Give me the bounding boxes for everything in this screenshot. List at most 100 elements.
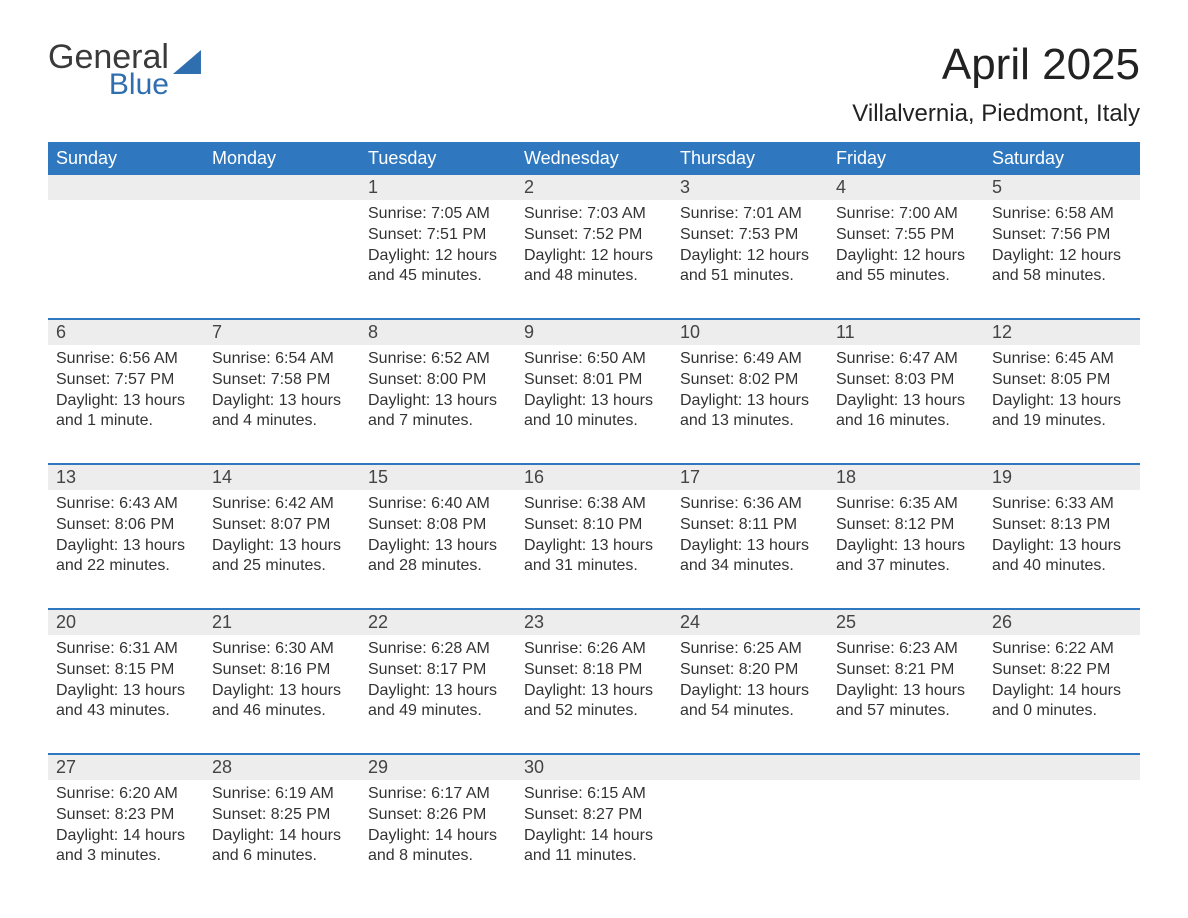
weekday-header: Sunday Monday Tuesday Wednesday Thursday… (48, 142, 1140, 175)
day-cell: Sunrise: 6:38 AMSunset: 8:10 PMDaylight:… (516, 490, 672, 590)
day-line: Sunset: 7:58 PM (212, 370, 352, 391)
day-number: 17 (672, 465, 828, 490)
logo-text: General Blue (48, 40, 169, 100)
day-number: 18 (828, 465, 984, 490)
day-number: 8 (360, 320, 516, 345)
day-line: Daylight: 13 hours and 37 minutes. (836, 536, 976, 578)
week-row: Sunrise: 6:43 AMSunset: 8:06 PMDaylight:… (48, 490, 1140, 590)
day-cell: Sunrise: 6:17 AMSunset: 8:26 PMDaylight:… (360, 780, 516, 880)
day-line: Daylight: 13 hours and 57 minutes. (836, 681, 976, 723)
day-line: Sunset: 7:56 PM (992, 225, 1132, 246)
day-cell: Sunrise: 6:23 AMSunset: 8:21 PMDaylight:… (828, 635, 984, 735)
calendar: Sunday Monday Tuesday Wednesday Thursday… (48, 142, 1140, 880)
week-row: Sunrise: 6:31 AMSunset: 8:15 PM Daylight:… (48, 635, 1140, 735)
day-cell: Sunrise: 6:36 AMSunset: 8:11 PMDaylight:… (672, 490, 828, 590)
day-line: Sunset: 8:25 PM (212, 805, 352, 826)
day-cell: Sunrise: 6:25 AMSunset: 8:20 PMDaylight:… (672, 635, 828, 735)
day-number: 25 (828, 610, 984, 635)
day-line: Sunset: 8:13 PM (992, 515, 1132, 536)
day-line: Sunrise: 6:40 AM (368, 494, 508, 515)
day-line: Sunrise: 6:23 AM (836, 639, 976, 660)
week-block: 13141516171819Sunrise: 6:43 AMSunset: 8:… (48, 463, 1140, 590)
day-line: Sunrise: 6:17 AM (368, 784, 508, 805)
day-line: Daylight: 13 hours and 34 minutes. (680, 536, 820, 578)
day-line: Daylight: 13 hours and 16 minutes. (836, 391, 976, 433)
day-number: 19 (984, 465, 1140, 490)
day-number (672, 755, 828, 780)
day-line: Sunset: 8:15 PM (56, 660, 196, 681)
day-line: Daylight: 14 hours and 6 minutes. (212, 826, 352, 868)
day-cell: Sunrise: 6:15 AMSunset: 8:27 PMDaylight:… (516, 780, 672, 880)
day-line: Sunrise: 7:00 AM (836, 204, 976, 225)
day-line: Sunset: 8:08 PM (368, 515, 508, 536)
day-line: Sunset: 8:11 PM (680, 515, 820, 536)
day-line: Daylight: 12 hours and 55 minutes. (836, 246, 976, 288)
day-cell: Sunrise: 6:50 AMSunset: 8:01 PMDaylight:… (516, 345, 672, 445)
day-line: Daylight: 12 hours and 45 minutes. (368, 246, 508, 288)
day-line: Sunrise: 6:31 AM (56, 639, 196, 660)
day-line: Sunrise: 6:20 AM (56, 784, 196, 805)
day-cell (828, 780, 984, 880)
day-line: Daylight: 14 hours and 11 minutes. (524, 826, 664, 868)
day-number: 12 (984, 320, 1140, 345)
day-line: Sunrise: 6:35 AM (836, 494, 976, 515)
day-line: Daylight: 13 hours and 22 minutes. (56, 536, 196, 578)
day-line: Sunset: 8:26 PM (368, 805, 508, 826)
day-line: Daylight: 13 hours and 4 minutes. (212, 391, 352, 433)
day-line: Sunset: 8:20 PM (680, 660, 820, 681)
day-line: Sunrise: 6:52 AM (368, 349, 508, 370)
day-line: Sunset: 8:10 PM (524, 515, 664, 536)
day-cell: Sunrise: 6:35 AMSunset: 8:12 PMDaylight:… (828, 490, 984, 590)
day-cell (984, 780, 1140, 880)
day-line: Sunset: 8:00 PM (368, 370, 508, 391)
day-line: Sunrise: 6:56 AM (56, 349, 196, 370)
day-cell (48, 200, 204, 300)
day-line: Daylight: 13 hours and 46 minutes. (212, 681, 352, 723)
day-line: Daylight: 13 hours and 10 minutes. (524, 391, 664, 433)
day-number: 15 (360, 465, 516, 490)
day-line: Sunset: 8:16 PM (212, 660, 352, 681)
day-cell: Sunrise: 6:45 AMSunset: 8:05 PMDaylight:… (984, 345, 1140, 445)
weekday-sun: Sunday (48, 142, 204, 175)
day-cell: Sunrise: 6:56 AMSunset: 7:57 PMDaylight:… (48, 345, 204, 445)
day-cell: Sunrise: 6:40 AMSunset: 8:08 PMDaylight:… (360, 490, 516, 590)
day-line: Sunset: 8:05 PM (992, 370, 1132, 391)
day-line: Sunrise: 6:19 AM (212, 784, 352, 805)
day-line: Daylight: 13 hours and 52 minutes. (524, 681, 664, 723)
location: Villalvernia, Piedmont, Italy (852, 100, 1140, 128)
day-number: 13 (48, 465, 204, 490)
day-line: Daylight: 13 hours and 19 minutes. (992, 391, 1132, 433)
day-number: 3 (672, 175, 828, 200)
day-cell: Sunrise: 6:30 AMSunset: 8:16 PMDaylight:… (204, 635, 360, 735)
day-line: Daylight: 12 hours and 48 minutes. (524, 246, 664, 288)
day-line: Sunrise: 6:30 AM (212, 639, 352, 660)
day-line: Sunrise: 6:47 AM (836, 349, 976, 370)
day-number: 16 (516, 465, 672, 490)
week-row: Sunrise: 6:56 AMSunset: 7:57 PMDaylight:… (48, 345, 1140, 445)
week-row: Sunrise: 6:20 AMSunset: 8:23 PMDaylight:… (48, 780, 1140, 880)
day-line: Sunset: 8:03 PM (836, 370, 976, 391)
day-line: Sunrise: 6:25 AM (680, 639, 820, 660)
day-cell: Sunrise: 6:31 AMSunset: 8:15 PMDaylight:… (48, 635, 204, 735)
day-number: 7 (204, 320, 360, 345)
day-cell: Sunrise: 6:49 AMSunset: 8:02 PMDaylight:… (672, 345, 828, 445)
day-line: Sunset: 8:02 PM (680, 370, 820, 391)
day-number: 4 (828, 175, 984, 200)
day-line: Daylight: 13 hours and 25 minutes. (212, 536, 352, 578)
day-cell: Sunrise: 6:28 AMSunset: 8:17 PMDaylight:… (360, 635, 516, 735)
weekday-mon: Monday (204, 142, 360, 175)
logo: General Blue (48, 40, 201, 100)
day-cell: Sunrise: 6:47 AMSunset: 8:03 PMDaylight:… (828, 345, 984, 445)
day-line: Sunrise: 6:50 AM (524, 349, 664, 370)
day-line: Sunrise: 6:54 AM (212, 349, 352, 370)
day-cell: Sunrise: 7:00 AMSunset: 7:55 PMDaylight:… (828, 200, 984, 300)
day-line: Sunrise: 6:38 AM (524, 494, 664, 515)
day-line: Sunrise: 6:26 AM (524, 639, 664, 660)
day-cell: Sunrise: 6:52 AMSunset: 8:00 PMDaylight:… (360, 345, 516, 445)
weekday-wed: Wednesday (516, 142, 672, 175)
weekday-fri: Friday (828, 142, 984, 175)
day-number: 2 (516, 175, 672, 200)
day-line: Sunset: 8:21 PM (836, 660, 976, 681)
day-number: 21 (204, 610, 360, 635)
day-cell: Sunrise: 7:05 AMSunset: 7:51 PMDaylight:… (360, 200, 516, 300)
